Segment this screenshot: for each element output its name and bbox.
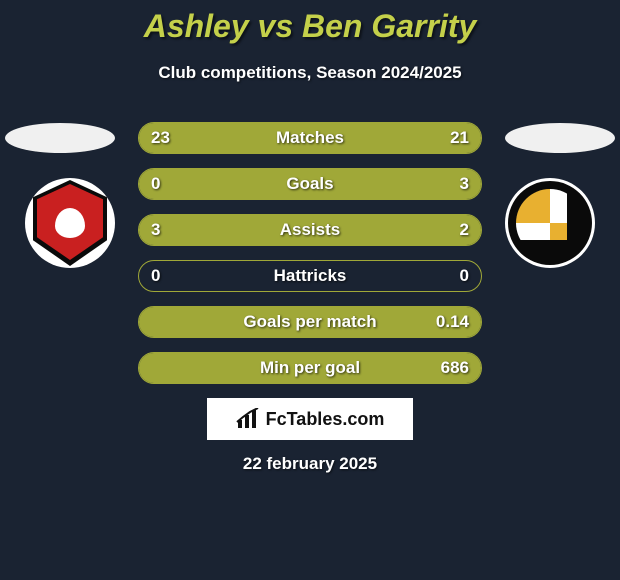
stat-label: Hattricks: [139, 266, 481, 286]
crest-icon: [508, 181, 592, 265]
stat-row: Goals per match0.14: [138, 306, 482, 338]
stat-row: 0Goals3: [138, 168, 482, 200]
club-badge-right: [505, 178, 595, 268]
date-text: 22 february 2025: [0, 454, 620, 474]
watermark: FcTables.com: [207, 398, 413, 440]
stat-row: 23Matches21: [138, 122, 482, 154]
player-avatar-left-placeholder: [5, 123, 115, 153]
club-badge-left: [25, 178, 115, 268]
subtitle: Club competitions, Season 2024/2025: [0, 63, 620, 83]
chart-icon: [236, 408, 260, 430]
stat-value-right: 686: [441, 358, 469, 378]
stat-value-right: 2: [460, 220, 469, 240]
stat-row: 0Hattricks0: [138, 260, 482, 292]
stat-value-right: 0: [460, 266, 469, 286]
stat-value-right: 0.14: [436, 312, 469, 332]
stat-label: Goals: [139, 174, 481, 194]
stat-row: 3Assists2: [138, 214, 482, 246]
stat-value-right: 21: [450, 128, 469, 148]
player-avatar-right-placeholder: [505, 123, 615, 153]
shield-icon: [33, 180, 107, 266]
stat-label: Min per goal: [139, 358, 481, 378]
stat-label: Goals per match: [139, 312, 481, 332]
watermark-text: FcTables.com: [266, 409, 385, 430]
page-title: Ashley vs Ben Garrity: [0, 0, 620, 45]
stat-label: Assists: [139, 220, 481, 240]
stat-value-right: 3: [460, 174, 469, 194]
stat-row: Min per goal686: [138, 352, 482, 384]
stat-label: Matches: [139, 128, 481, 148]
stats-panel: 23Matches210Goals33Assists20Hattricks0Go…: [138, 122, 482, 398]
